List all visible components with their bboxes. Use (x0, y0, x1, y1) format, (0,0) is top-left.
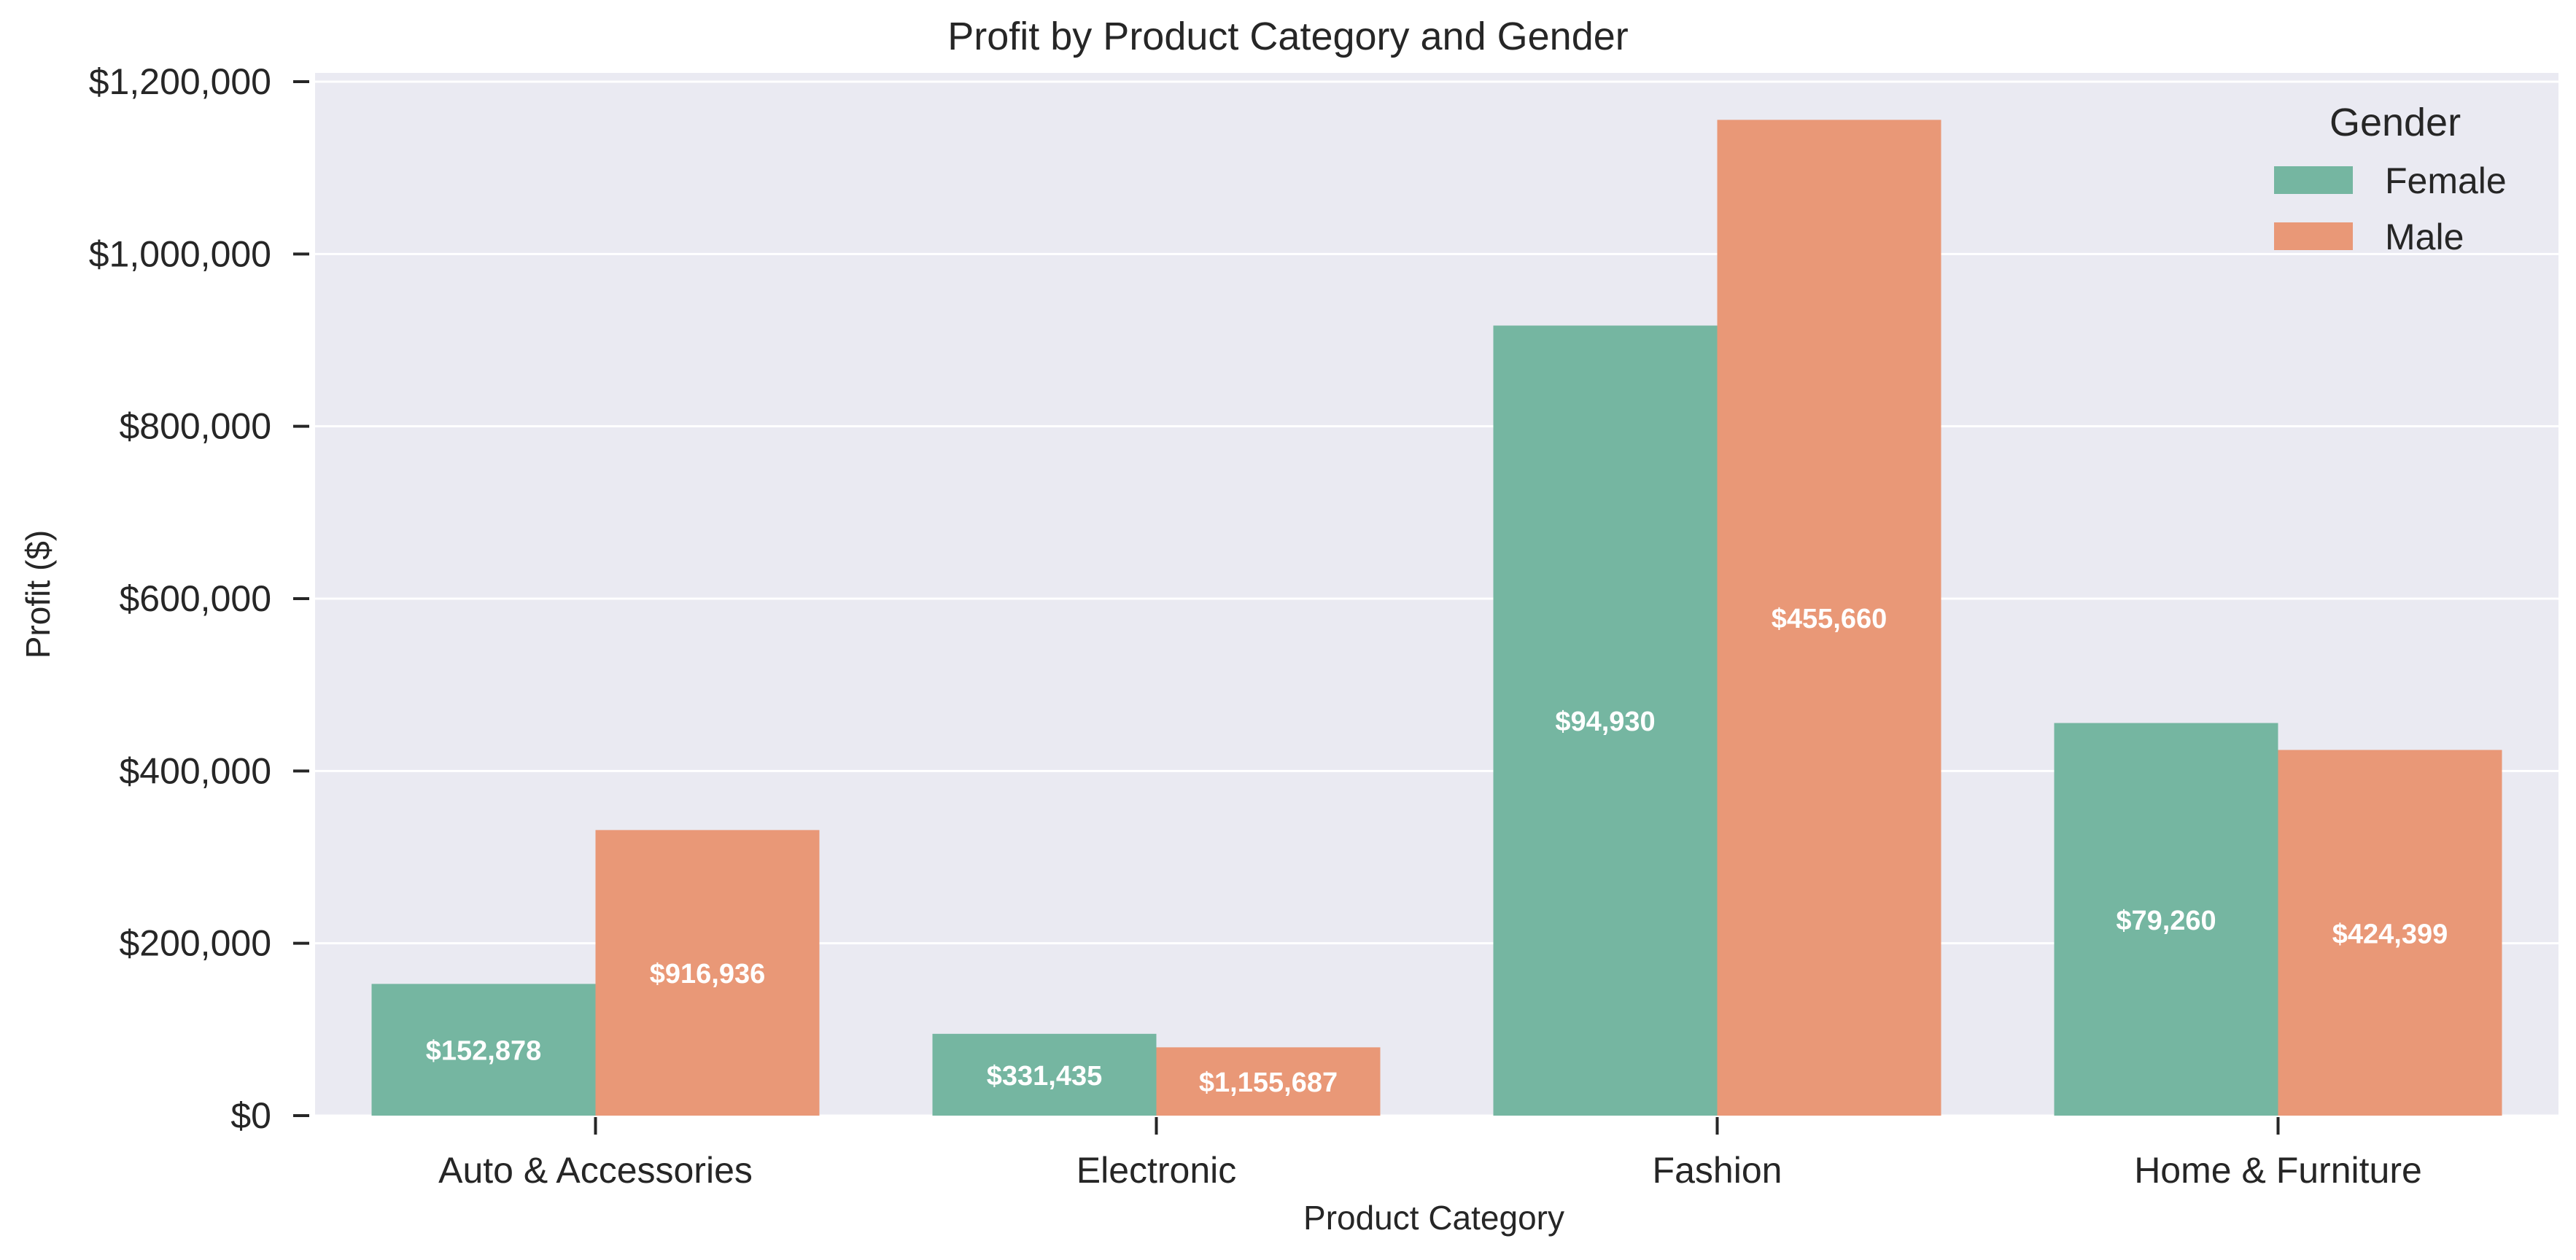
x-axis: Auto & Accessories Electronic Fashion Home … (438, 1117, 2422, 1191)
legend-entry-female: Female (2385, 160, 2507, 201)
bar-value-label: $1,155,687 (1199, 1068, 1338, 1098)
bar-value-label: $94,930 (1555, 707, 1655, 737)
bar-value-label: $455,660 (1772, 604, 1888, 634)
y-tick-label: $1,200,000 (89, 61, 271, 102)
y-tick-label: $800,000 (119, 406, 271, 447)
bar-male-1 (595, 830, 820, 1116)
legend-swatch-male (2274, 222, 2353, 250)
bar-female-4 (2054, 723, 2278, 1116)
bar-value-label: $424,399 (2332, 919, 2448, 949)
legend: Gender Female Male (2274, 101, 2507, 257)
x-tick-label: Home & Furniture (2134, 1150, 2422, 1191)
bar-value-label: $79,260 (2116, 906, 2216, 936)
x-tick-label: Electronic (1076, 1150, 1237, 1191)
x-tick-label: Fashion (1653, 1150, 1782, 1191)
legend-title: Gender (2329, 101, 2461, 144)
bar-value-label: $916,936 (650, 959, 766, 989)
bar-male-3 (1717, 120, 1941, 1116)
bar-value-label: $152,878 (426, 1036, 542, 1067)
y-tick-label: $600,000 (119, 578, 271, 619)
chart-title: Profit by Product Category and Gender (947, 15, 1629, 58)
bar-labels: $152,878 $916,936 $331,435 $1,155,687 $94,93… (426, 604, 2448, 1098)
y-tick-label: $200,000 (119, 923, 271, 964)
y-axis-label: Profit ($) (19, 530, 57, 658)
y-tick-label: $1,000,000 (89, 233, 271, 274)
bars (371, 120, 2502, 1116)
x-tick-label: Auto & Accessories (438, 1150, 753, 1191)
y-axis: $0 $200,000 $400,000 $600,000 $800,000 $1,000… (89, 61, 309, 1136)
legend-entry-male: Male (2385, 217, 2464, 257)
bar-value-label: $331,435 (987, 1061, 1103, 1092)
x-axis-label: Product Category (1303, 1199, 1564, 1237)
bar-female-2 (932, 1033, 1157, 1116)
bar-male-4 (2278, 750, 2502, 1116)
legend-swatch-female (2274, 166, 2353, 194)
y-tick-label: $0 (230, 1095, 271, 1136)
bar-female-3 (1493, 325, 1718, 1116)
bar-male-2 (1156, 1047, 1381, 1116)
y-tick-label: $400,000 (119, 750, 271, 791)
bar-female-1 (371, 984, 596, 1116)
